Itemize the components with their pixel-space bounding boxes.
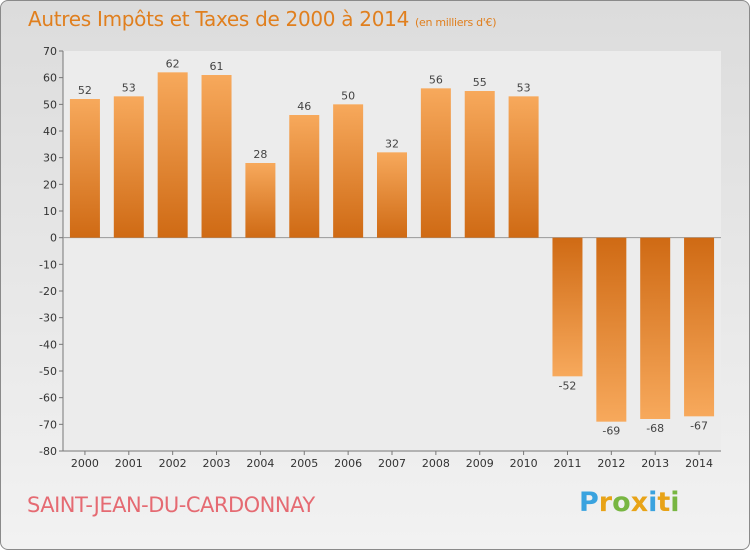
x-tick-label: 2013 xyxy=(641,457,669,470)
y-tick-label: -20 xyxy=(39,285,57,298)
data-label: 52 xyxy=(78,84,92,97)
logo-letter: i xyxy=(670,487,680,518)
x-tick-label: 2000 xyxy=(71,457,99,470)
data-label: -67 xyxy=(690,419,708,432)
logo-letter: o xyxy=(612,487,631,518)
y-tick-label: 20 xyxy=(43,178,57,191)
logo-letter: P xyxy=(579,487,599,518)
x-tick-label: 2002 xyxy=(159,457,187,470)
x-tick-label: 2005 xyxy=(290,457,318,470)
data-label: 55 xyxy=(473,76,487,89)
bar xyxy=(640,237,671,419)
logo-letter: i xyxy=(648,487,658,518)
chart-subtitle: (en milliers d'€) xyxy=(415,16,497,29)
x-tick-label: 2007 xyxy=(378,457,406,470)
y-tick-label: -50 xyxy=(39,365,57,378)
logo-letter: t xyxy=(657,487,671,518)
y-tick-label: -60 xyxy=(39,392,57,405)
y-tick-label: -70 xyxy=(39,418,57,431)
y-tick-label: -80 xyxy=(39,445,57,458)
chart-title-text: Autres Impôts et Taxes de 2000 à 2014 xyxy=(28,7,409,31)
x-tick-label: 2006 xyxy=(334,457,362,470)
y-tick-label: -10 xyxy=(39,258,57,271)
chart-title: Autres Impôts et Taxes de 2000 à 2014 (en… xyxy=(28,7,496,31)
data-label: 53 xyxy=(122,81,136,94)
y-tick-label: 70 xyxy=(43,45,57,58)
x-tick-label: 2003 xyxy=(203,457,231,470)
x-tick-label: 2004 xyxy=(246,457,274,470)
bar xyxy=(377,152,407,238)
data-label: -69 xyxy=(602,425,620,438)
bar xyxy=(596,237,627,422)
y-tick-label: 10 xyxy=(43,205,57,218)
y-tick-label: 30 xyxy=(43,152,57,165)
data-label: 46 xyxy=(297,100,311,113)
proxiti-logo: Proxiti xyxy=(579,487,680,518)
x-tick-label: 2009 xyxy=(466,457,494,470)
data-label: 32 xyxy=(385,137,399,150)
bar xyxy=(508,96,539,238)
bar xyxy=(420,88,451,238)
commune-name: SAINT-JEAN-DU-CARDONNAY xyxy=(27,493,315,517)
x-tick-label: 2001 xyxy=(115,457,143,470)
x-tick-label: 2008 xyxy=(422,457,450,470)
y-tick-label: 60 xyxy=(43,72,57,85)
bar xyxy=(684,237,715,417)
x-tick-label: 2014 xyxy=(685,457,713,470)
bar xyxy=(552,237,583,377)
y-tick-label: 0 xyxy=(50,232,57,245)
bar xyxy=(289,115,320,238)
bar xyxy=(157,72,188,238)
data-label: 53 xyxy=(517,81,531,94)
x-tick-label: 2010 xyxy=(510,457,538,470)
logo-letter: x xyxy=(630,487,649,518)
logo-letter: r xyxy=(598,487,613,518)
data-label: 28 xyxy=(253,148,267,161)
y-tick-label: -30 xyxy=(39,312,57,325)
bar xyxy=(333,104,364,238)
data-label: 62 xyxy=(166,57,180,70)
x-tick-label: 2012 xyxy=(597,457,625,470)
bar xyxy=(113,96,144,238)
y-tick-label: 40 xyxy=(43,125,57,138)
bar xyxy=(69,99,100,238)
x-tick-label: 2011 xyxy=(553,457,581,470)
data-label: 50 xyxy=(341,89,355,102)
bar xyxy=(464,91,495,238)
y-tick-label: -40 xyxy=(39,338,57,351)
y-tick-label: 50 xyxy=(43,98,57,111)
data-label: 61 xyxy=(210,60,224,73)
data-label: -52 xyxy=(558,379,576,392)
bar xyxy=(201,75,232,238)
bar xyxy=(245,163,276,238)
data-label: 56 xyxy=(429,73,443,86)
data-label: -68 xyxy=(646,422,664,435)
